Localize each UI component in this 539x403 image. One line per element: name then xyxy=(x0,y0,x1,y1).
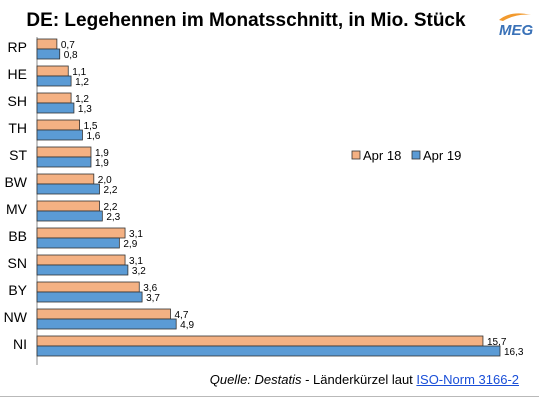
chart-title: DE: Legehennen im Monatsschnitt, in Mio.… xyxy=(26,10,466,31)
legend-swatch-apr-18 xyxy=(351,150,361,160)
value-label-st-apr-18: 1,9 xyxy=(95,148,109,159)
value-label-rp-apr-19: 0,8 xyxy=(64,50,78,61)
value-label-he-apr-18: 1,1 xyxy=(72,67,86,78)
meg-logo: MEG xyxy=(499,13,533,37)
bar-rp-apr-19 xyxy=(36,48,61,60)
value-label-mv-apr-19: 2,3 xyxy=(106,212,120,223)
bar-by-apr-18 xyxy=(36,281,140,293)
value-label-st-apr-19: 1,9 xyxy=(95,158,109,169)
legend: Apr 18 Apr 19 xyxy=(351,148,461,163)
bar-bw-apr-18 xyxy=(36,173,95,185)
logo-swoosh xyxy=(499,13,531,21)
source-note: Quelle: Destatis - Länderkürzel laut ISO… xyxy=(210,372,519,387)
category-label-bb: BB xyxy=(8,228,27,244)
value-label-rp-apr-18: 0,7 xyxy=(61,40,75,51)
value-label-th-apr-18: 1,5 xyxy=(84,121,98,132)
legend-label-apr-18: Apr 18 xyxy=(363,148,401,163)
source-lead: Quelle: Destatis xyxy=(209,372,302,387)
value-label-th-apr-19: 1,6 xyxy=(86,131,100,142)
value-label-ni-apr-18: 15,7 xyxy=(487,337,507,348)
value-label-ni-apr-19: 16,3 xyxy=(504,347,524,358)
legend-swatch-apr-19 xyxy=(411,150,421,160)
category-label-th: TH xyxy=(8,120,27,136)
value-label-sh-apr-18: 1,2 xyxy=(75,94,89,105)
bar-mv-apr-18 xyxy=(36,200,100,212)
category-label-st: ST xyxy=(9,147,27,163)
category-label-sn: SN xyxy=(8,255,27,271)
value-label-bw-apr-19: 2,2 xyxy=(103,185,117,196)
category-label-he: HE xyxy=(8,66,27,82)
bar-rp-apr-18 xyxy=(36,38,58,50)
value-label-sh-apr-19: 1,3 xyxy=(78,104,92,115)
legend-label-apr-19: Apr 19 xyxy=(423,148,461,163)
bar-he-apr-19 xyxy=(36,75,72,87)
bar-nw-apr-18 xyxy=(36,308,171,320)
bar-bb-apr-19 xyxy=(36,237,120,249)
bar-sh-apr-19 xyxy=(36,102,75,114)
value-label-bb-apr-18: 3,1 xyxy=(129,229,143,240)
iso-norm-link[interactable]: ISO-Norm 3166-2 xyxy=(416,372,519,387)
category-label-rp: RP xyxy=(8,39,27,55)
value-label-nw-apr-19: 4,9 xyxy=(180,320,194,331)
value-label-by-apr-19: 3,7 xyxy=(146,293,160,304)
bar-ni-apr-19 xyxy=(36,345,501,357)
value-label-sn-apr-18: 3,1 xyxy=(129,256,143,267)
category-label-ni: NI xyxy=(13,336,27,352)
category-label-nw: NW xyxy=(4,309,28,325)
value-label-by-apr-18: 3,6 xyxy=(143,283,157,294)
bar-group: RP 0,70,8HE 1,11,2SH 1,21,3TH 1,51,6ST 1,91,9… xyxy=(4,38,524,358)
value-label-nw-apr-18: 4,7 xyxy=(175,310,189,321)
bar-th-apr-18 xyxy=(36,119,81,131)
bar-st-apr-18 xyxy=(36,146,92,158)
category-label-bw: BW xyxy=(4,174,27,190)
value-label-mv-apr-18: 2,2 xyxy=(103,202,117,213)
value-label-sn-apr-19: 3,2 xyxy=(132,266,146,277)
bar-ni-apr-18 xyxy=(36,335,484,347)
source-separator: - Länderkürzel laut xyxy=(301,372,417,387)
bar-st-apr-19 xyxy=(36,156,92,168)
value-label-he-apr-19: 1,2 xyxy=(75,77,89,88)
bar-he-apr-18 xyxy=(36,65,69,77)
category-label-by: BY xyxy=(8,282,27,298)
logo-text: MEG xyxy=(499,22,533,37)
bar-sn-apr-18 xyxy=(36,254,126,266)
value-label-bb-apr-19: 2,9 xyxy=(123,239,137,250)
bar-th-apr-19 xyxy=(36,129,83,141)
bar-chart: RP 0,70,8HE 1,11,2SH 1,21,3TH 1,51,6ST 1,91,9… xyxy=(4,37,524,365)
bar-nw-apr-19 xyxy=(36,318,177,330)
bar-sh-apr-18 xyxy=(36,92,72,104)
bar-sn-apr-19 xyxy=(36,264,129,276)
bar-bw-apr-19 xyxy=(36,183,100,195)
value-label-bw-apr-18: 2,0 xyxy=(98,175,112,186)
category-label-sh: SH xyxy=(8,93,27,109)
bar-mv-apr-19 xyxy=(36,210,103,222)
footer-divider xyxy=(0,396,539,397)
category-label-mv: MV xyxy=(6,201,28,217)
bar-by-apr-19 xyxy=(36,291,143,303)
bar-bb-apr-18 xyxy=(36,227,126,239)
